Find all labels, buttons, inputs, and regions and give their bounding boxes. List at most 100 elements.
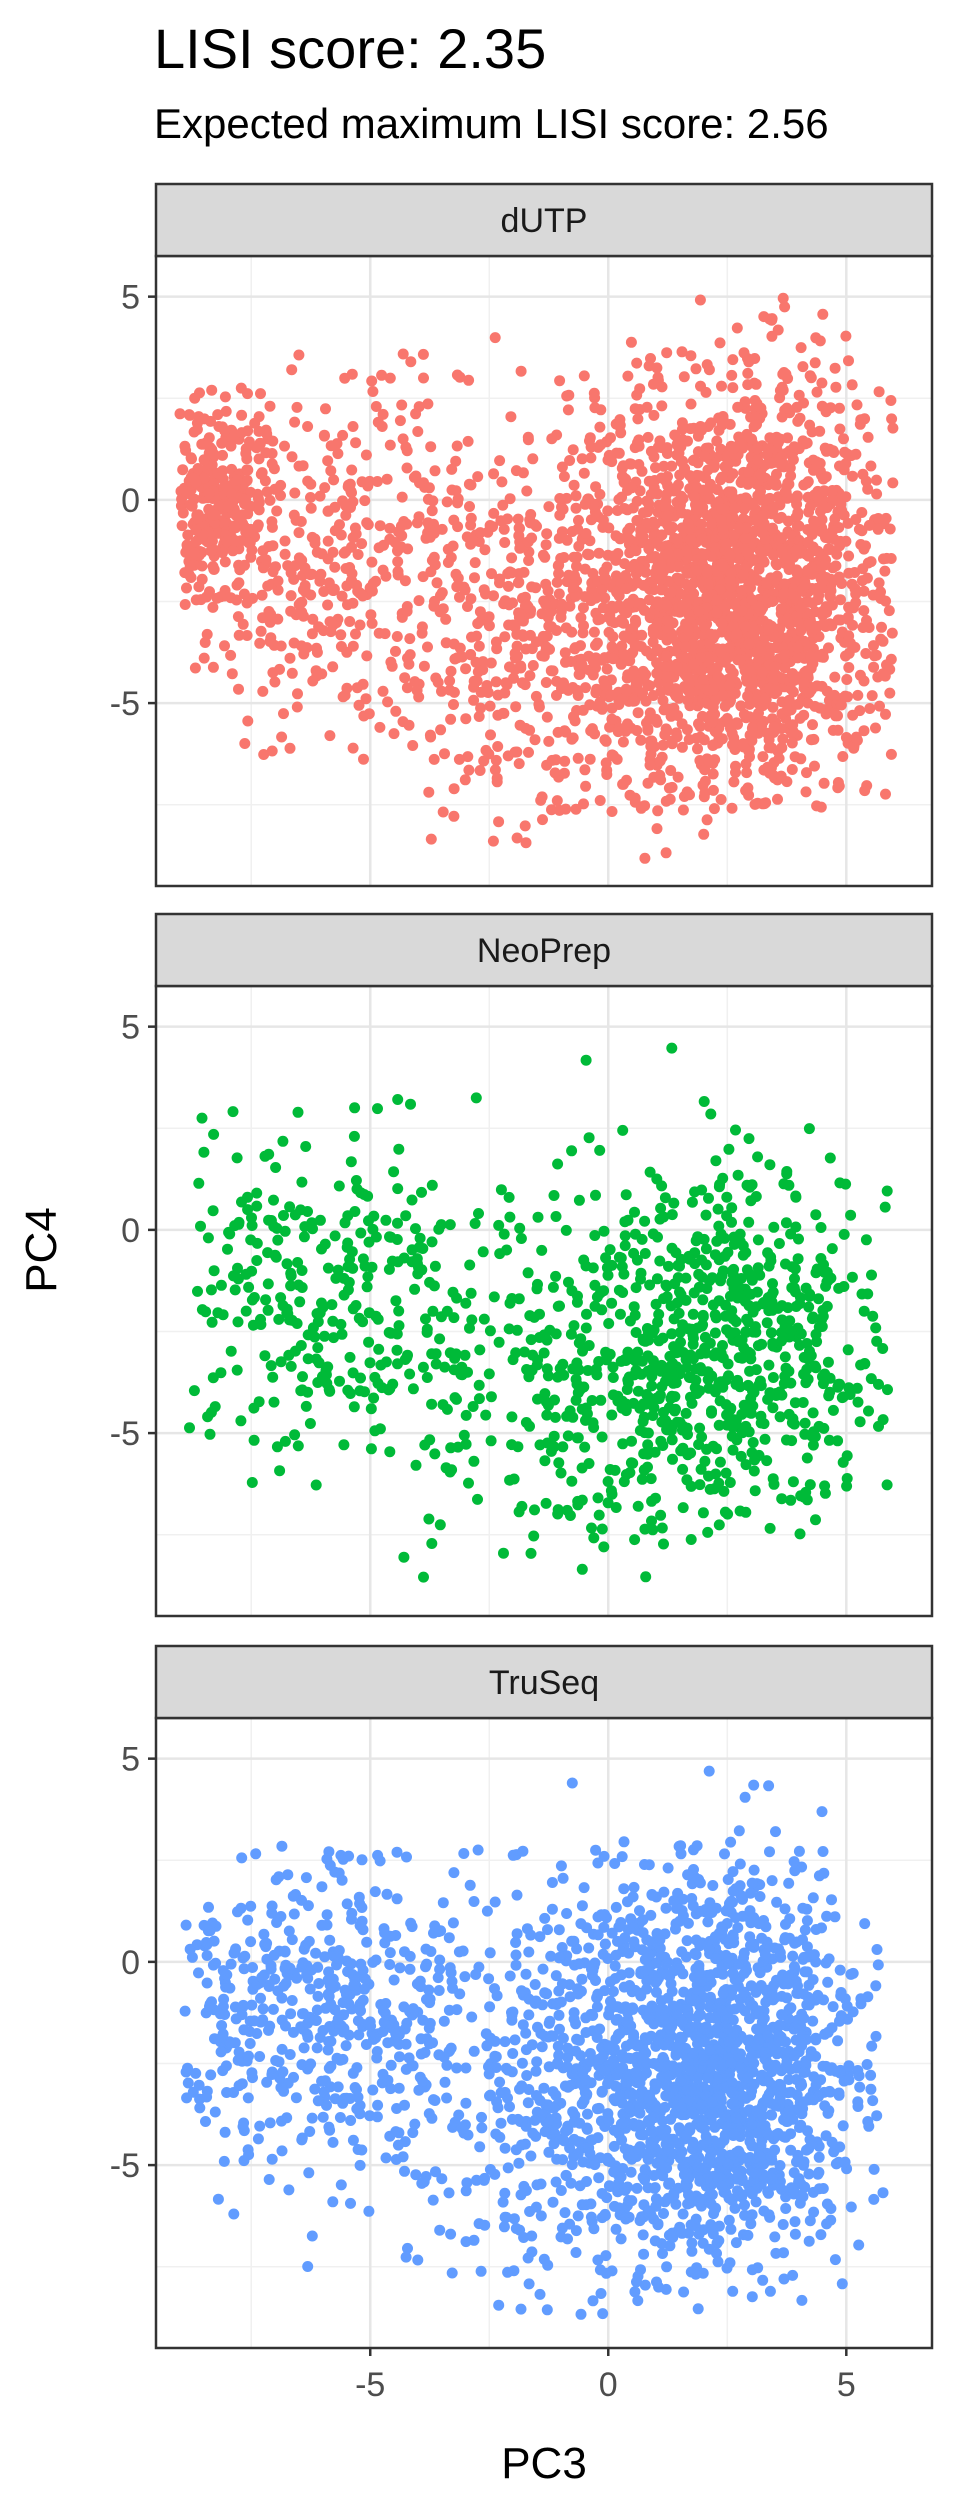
data-point (618, 1476, 630, 1488)
data-point (807, 1407, 819, 1419)
data-point (363, 1307, 375, 1319)
data-point (880, 512, 892, 524)
data-point (730, 597, 742, 609)
data-point (764, 2285, 776, 2297)
data-point (370, 401, 382, 412)
data-point (691, 565, 703, 576)
data-point (373, 1343, 385, 1355)
data-point (449, 1392, 461, 1404)
data-point (757, 751, 769, 763)
data-point (316, 1243, 327, 1255)
data-point (860, 540, 871, 552)
data-point (753, 563, 765, 575)
data-point (464, 1322, 475, 1334)
data-point (651, 823, 663, 835)
data-point (817, 606, 828, 618)
data-point (627, 1457, 639, 1469)
data-point (192, 512, 204, 524)
data-point (564, 600, 576, 612)
data-point (877, 2187, 889, 2199)
data-point (437, 1399, 449, 1411)
data-point (881, 1185, 893, 1197)
data-point (242, 715, 254, 727)
data-point (756, 1338, 768, 1350)
data-point (590, 1189, 601, 1201)
data-point (859, 785, 871, 797)
data-point (715, 514, 727, 526)
data-point (372, 1313, 384, 1325)
data-point (592, 1492, 604, 1504)
data-point (819, 1487, 831, 1499)
data-point (426, 1538, 438, 1549)
data-point (366, 617, 378, 629)
data-point (379, 628, 391, 640)
data-point (818, 777, 830, 789)
data-point (472, 1493, 483, 1505)
data-point (450, 455, 462, 467)
data-point (746, 722, 758, 734)
data-point (543, 501, 555, 513)
data-point (501, 679, 513, 691)
data-point (706, 2189, 718, 2201)
data-point (256, 467, 268, 479)
data-point (307, 1223, 318, 1235)
data-point (424, 531, 436, 543)
data-point (584, 435, 595, 447)
data-point (559, 755, 571, 767)
data-point (404, 633, 416, 645)
data-point (522, 431, 534, 443)
data-point (715, 646, 727, 658)
data-point (225, 649, 237, 661)
data-point (530, 690, 542, 702)
data-point (322, 1361, 334, 1373)
data-point (334, 1375, 345, 1387)
data-point (732, 1169, 744, 1181)
data-point (246, 1477, 258, 1488)
data-point (349, 1206, 361, 1217)
data-point (732, 1374, 743, 1386)
data-point (816, 680, 828, 692)
data-point (232, 1316, 244, 1328)
data-point (304, 1418, 316, 1429)
data-point (859, 413, 871, 425)
data-point (580, 1322, 592, 1334)
data-point (350, 1175, 362, 1186)
data-point (470, 656, 482, 668)
data-point (397, 348, 409, 360)
data-point (426, 1236, 438, 1248)
data-point (724, 1290, 736, 1302)
data-point (747, 1437, 759, 1448)
data-point (868, 640, 879, 652)
data-point (742, 379, 754, 391)
data-point (198, 472, 210, 484)
data-point (479, 544, 491, 556)
data-point (666, 1209, 678, 1221)
data-point (843, 355, 854, 367)
data-point (465, 512, 477, 524)
data-point (720, 1299, 732, 1311)
data-point (636, 629, 648, 641)
data-point (821, 1910, 833, 1922)
data-point (819, 442, 831, 454)
data-point (712, 1380, 724, 1392)
data-point (754, 1891, 766, 1902)
data-point (179, 599, 191, 610)
data-point (776, 532, 788, 544)
data-point (838, 1281, 850, 1292)
data-point (693, 1268, 705, 1280)
data-point (420, 1313, 431, 1325)
data-point (717, 523, 729, 535)
data-point (473, 711, 485, 722)
data-point (294, 1296, 306, 1308)
data-point (346, 541, 357, 553)
data-point (773, 1238, 785, 1249)
data-point (636, 1473, 648, 1485)
data-point (579, 498, 591, 510)
data-point (233, 629, 245, 641)
data-point (631, 725, 643, 736)
data-point (643, 475, 655, 487)
data-point (315, 568, 327, 580)
data-point (600, 2250, 612, 2262)
data-point (699, 1455, 711, 1467)
data-point (722, 1246, 734, 1258)
